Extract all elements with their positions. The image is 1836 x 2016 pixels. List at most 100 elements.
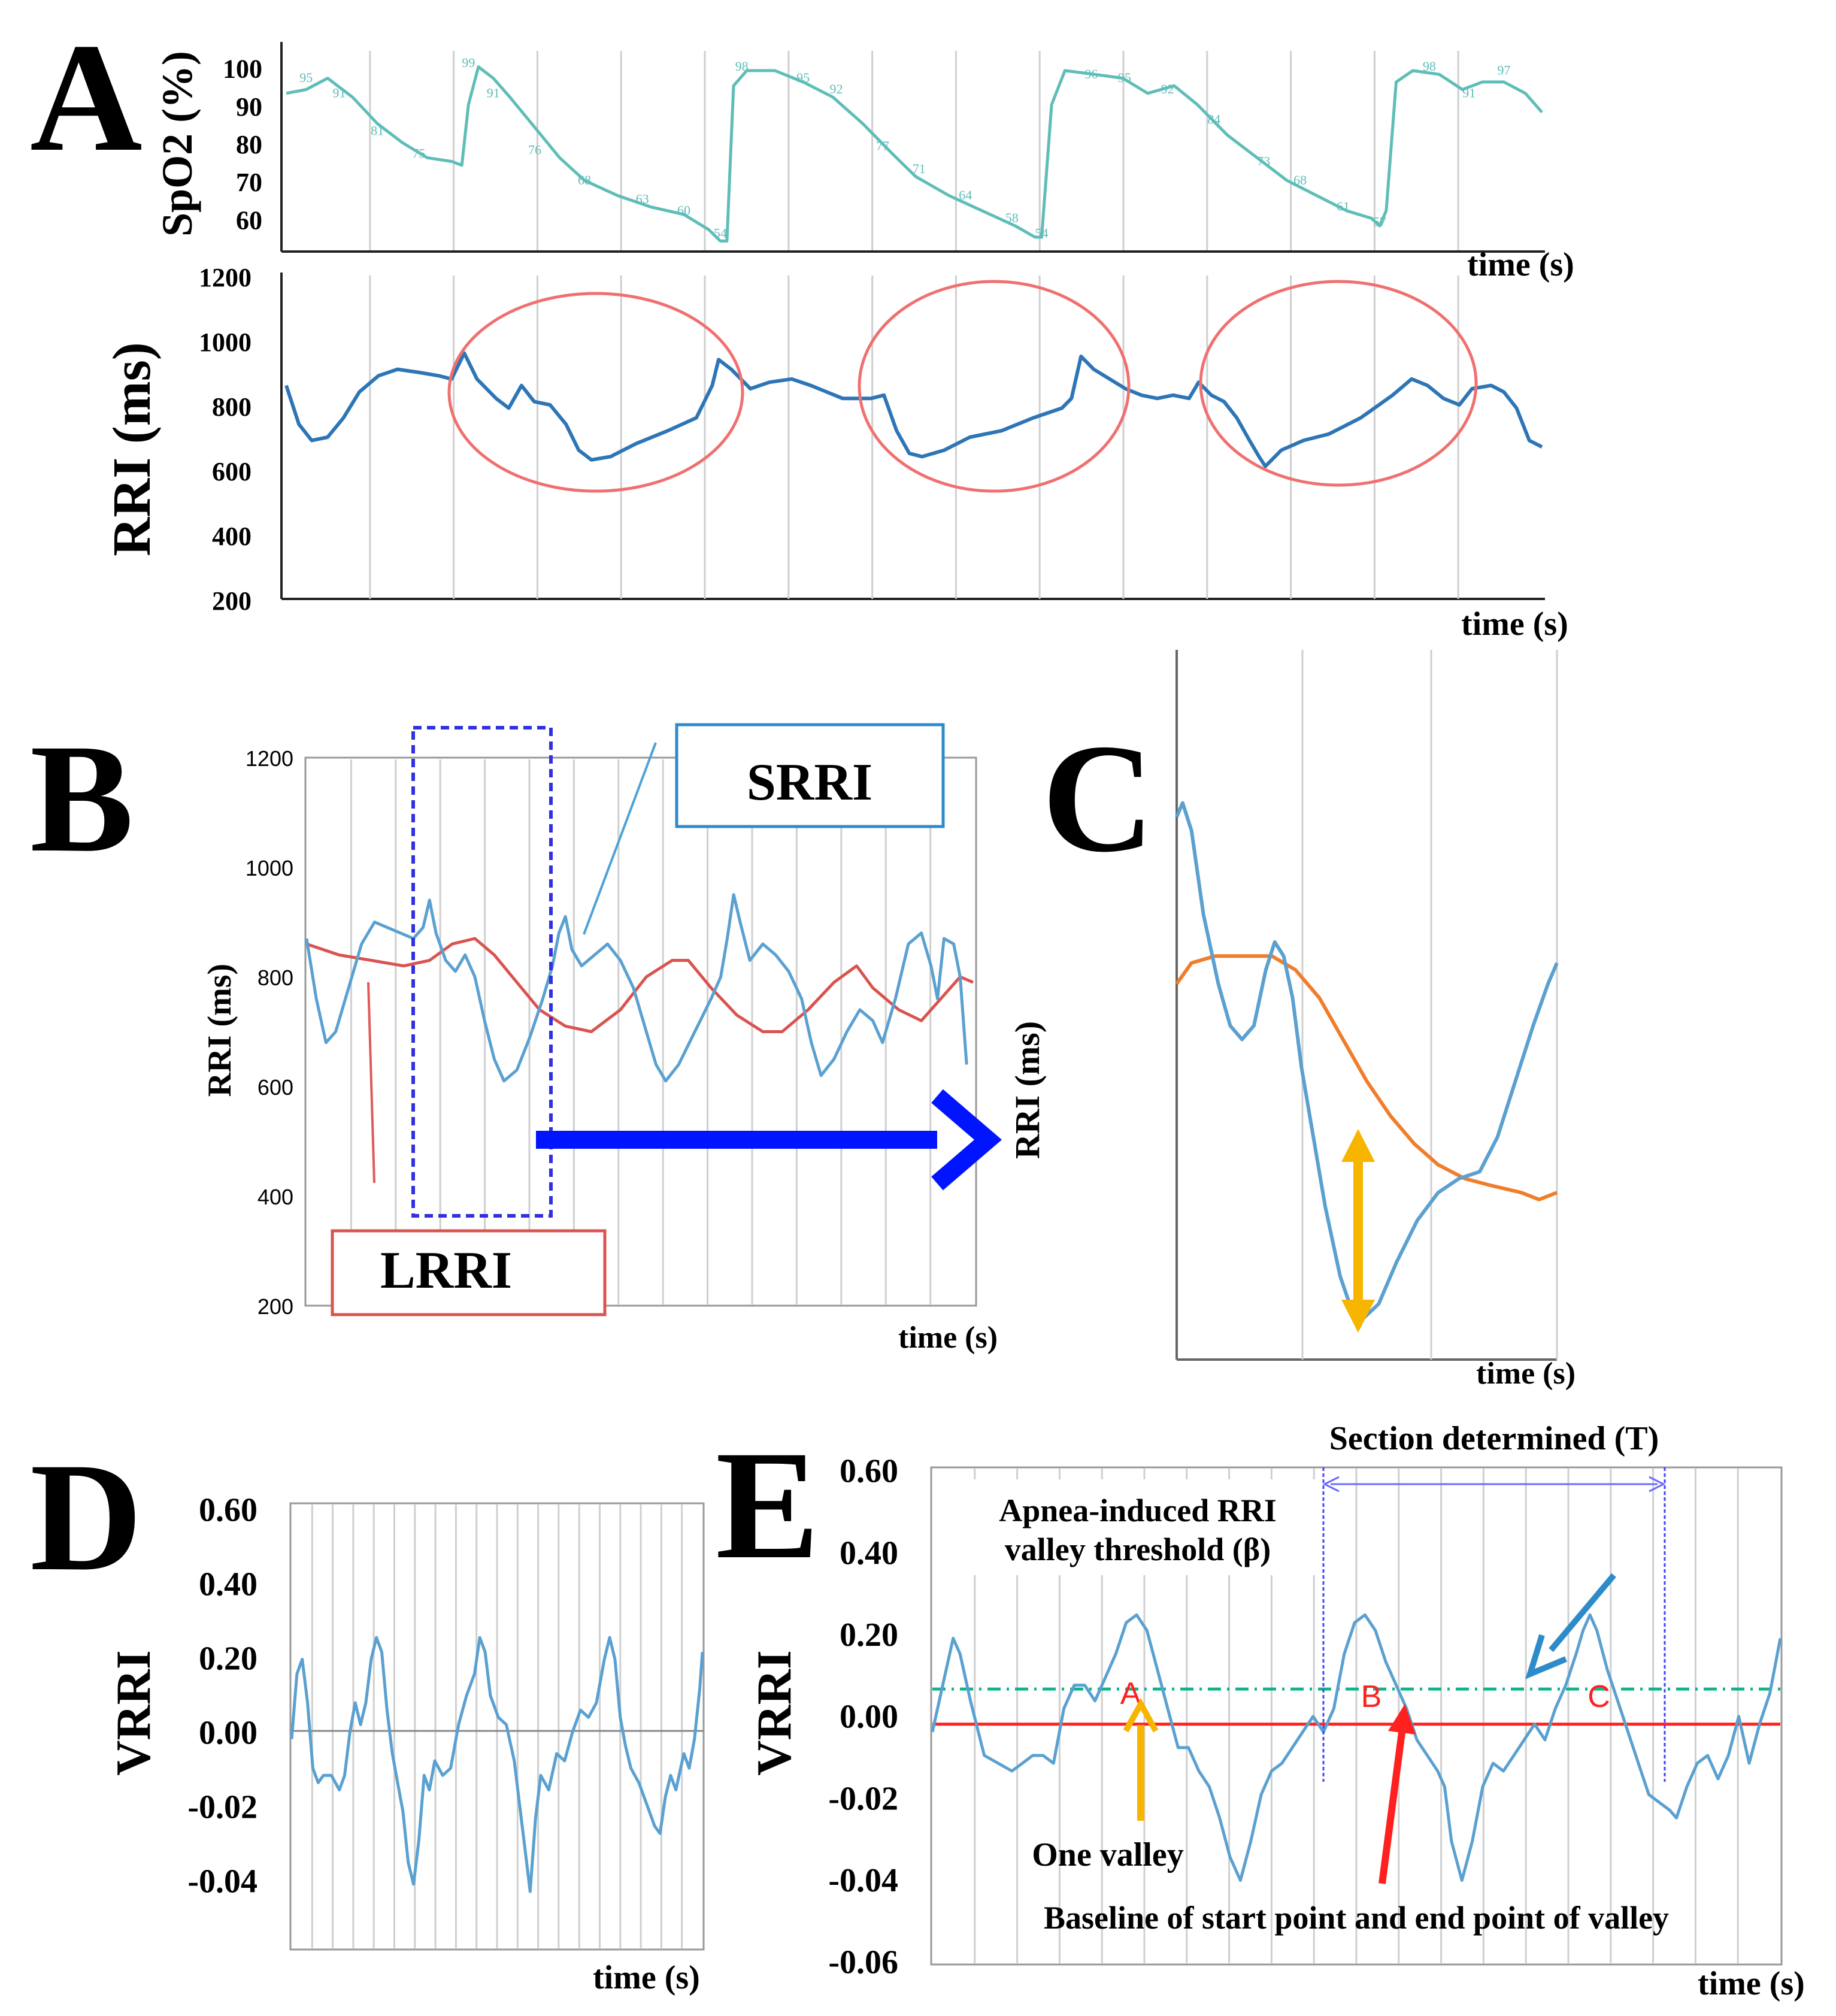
spo2-point-label: 81 bbox=[371, 123, 384, 138]
section-label: Section determined (T) bbox=[1329, 1420, 1659, 1457]
threshold-label-line1: Apnea-induced RRI bbox=[999, 1493, 1277, 1528]
threshold-label-line2: valley threshold (β) bbox=[1005, 1531, 1271, 1567]
spo2-tick-0: 100 bbox=[223, 55, 262, 84]
panel-label-b: B bbox=[30, 712, 134, 885]
srri-label: SRRI bbox=[747, 753, 872, 812]
panel-label-d: D bbox=[30, 1431, 143, 1603]
spo2-point-label: 63 bbox=[636, 191, 649, 206]
apnea-ellipse-3 bbox=[1201, 281, 1476, 485]
panel-b-x-label: time (s) bbox=[898, 1321, 998, 1355]
baseline-label: Baseline of start point and end point of… bbox=[1044, 1900, 1669, 1936]
panel-e-tick-5: -0.04 bbox=[828, 1862, 898, 1899]
panel-d: VRRI 0.60 0.40 0.20 0.00 -0.02 -0.04 time (s) bbox=[106, 1492, 704, 1996]
spo2-point-label: 60 bbox=[677, 202, 690, 217]
lrri-pointer bbox=[368, 982, 374, 1183]
rri-tick-1: 1000 bbox=[199, 328, 252, 357]
lrri-line bbox=[307, 939, 973, 1032]
spo2-point-label: 84 bbox=[1207, 112, 1220, 127]
spo2-point-label: 68 bbox=[1293, 172, 1307, 187]
rri-x-label: time (s) bbox=[1461, 606, 1568, 643]
panel-d-tick-0: 0.60 bbox=[199, 1492, 257, 1529]
panel-d-tick-5: -0.04 bbox=[187, 1863, 257, 1900]
spo2-tick-2: 80 bbox=[236, 130, 262, 159]
rri-tick-3: 600 bbox=[212, 457, 252, 486]
spo2-point-label: 91 bbox=[333, 85, 346, 100]
panel-d-y-label: VRRI bbox=[106, 1650, 160, 1776]
spo2-point-label: 54 bbox=[1035, 225, 1049, 240]
rri-tick-4: 400 bbox=[212, 522, 252, 551]
spo2-point-label: 76 bbox=[528, 142, 541, 157]
point-b-label: B bbox=[1361, 1679, 1382, 1714]
point-c-label: C bbox=[1587, 1679, 1610, 1714]
panel-d-tick-1: 0.40 bbox=[199, 1566, 257, 1603]
difference-arrow-head-top bbox=[1341, 1129, 1375, 1162]
figure: A SpO2 (%) 10090807060 time (s) 95918175… bbox=[0, 0, 1836, 2016]
panel-b-tick-1: 1000 bbox=[246, 856, 293, 880]
spo2-point-label: 97 bbox=[1497, 63, 1510, 78]
spo2-point-label: 92 bbox=[829, 81, 843, 96]
panel-e-tick-3: 0.00 bbox=[840, 1699, 898, 1736]
panel-d-tick-3: 0.00 bbox=[199, 1715, 257, 1752]
panel-a-spo2: SpO2 (%) 100 90 80 70 60 time (s) 95 91 81 75 99… bbox=[153, 42, 1574, 283]
panel-b-tick-2: 800 bbox=[257, 965, 293, 990]
zoom-arrow-head bbox=[937, 1096, 988, 1183]
panel-b-y-label: RRI (ms) bbox=[201, 964, 238, 1097]
panel-e-tick-0: 0.60 bbox=[840, 1453, 898, 1490]
spo2-point-label: 95 bbox=[1118, 70, 1131, 85]
srri-pointer bbox=[584, 743, 656, 934]
panel-a-rri: RRI (ms) 1200 1000 800 600 400 200 time (s) bbox=[102, 263, 1568, 643]
panel-b: RRI (ms) 1200 1000 800 600 400 200 time (s) S… bbox=[201, 725, 998, 1355]
rri-tick-0: 1200 bbox=[199, 263, 252, 292]
spo2-point-label: 68 bbox=[578, 172, 591, 187]
one-valley-label: One valley bbox=[1032, 1836, 1184, 1873]
c-srri-line bbox=[1177, 803, 1557, 1318]
panel-c-y-label: RRI (ms) bbox=[1008, 1021, 1047, 1159]
panel-label-c: C bbox=[1042, 712, 1155, 885]
spo2-point-label: 92 bbox=[1161, 81, 1174, 96]
panel-b-tick-5: 200 bbox=[257, 1294, 293, 1319]
panel-d-tick-2: 0.20 bbox=[199, 1640, 257, 1678]
panel-e-tick-2: 0.20 bbox=[840, 1617, 898, 1654]
spo2-point-label: 58 bbox=[1005, 210, 1019, 225]
spo2-x-label: time (s) bbox=[1467, 246, 1574, 283]
apnea-ellipse-1 bbox=[449, 293, 743, 491]
spo2-point-label: 54 bbox=[714, 225, 727, 240]
panel-e-x-label: time (s) bbox=[1698, 1965, 1805, 2002]
spo2-point-label: 98 bbox=[735, 59, 749, 74]
spo2-line bbox=[286, 67, 1542, 241]
spo2-point-label: 95 bbox=[299, 70, 313, 85]
threshold-arrow-shaft bbox=[1551, 1575, 1614, 1650]
spo2-point-label: 61 bbox=[1337, 199, 1350, 214]
panel-e-tick-1: 0.40 bbox=[840, 1534, 898, 1572]
spo2-point-label: 99 bbox=[462, 55, 475, 70]
spo2-point-label: 73 bbox=[1257, 153, 1270, 168]
spo2-y-label: SpO2 (%) bbox=[153, 51, 201, 237]
rri-tick-5: 200 bbox=[212, 586, 252, 616]
spo2-point-label: 91 bbox=[487, 85, 500, 100]
panel-e-tick-4: -0.02 bbox=[828, 1780, 898, 1817]
spo2-point-label: 57 bbox=[1373, 214, 1386, 229]
panel-b-tick-4: 400 bbox=[257, 1185, 293, 1209]
panel-b-tick-3: 600 bbox=[257, 1075, 293, 1100]
panel-d-x-label: time (s) bbox=[593, 1959, 700, 1996]
difference-arrow-head-bottom bbox=[1341, 1300, 1375, 1333]
apnea-ellipse-2 bbox=[859, 281, 1129, 491]
rri-y-label: RRI (ms) bbox=[102, 342, 162, 556]
panel-d-tick-4: -0.02 bbox=[187, 1789, 257, 1826]
spo2-point-label: 91 bbox=[1462, 85, 1476, 100]
spo2-point-label: 75 bbox=[412, 146, 425, 161]
panel-label-e: E bbox=[716, 1419, 819, 1591]
panel-e-tick-6: -0.06 bbox=[828, 1944, 898, 1981]
panel-b-plot-frame bbox=[305, 758, 976, 1306]
spo2-point-label: 96 bbox=[1085, 66, 1098, 81]
spo2-point-label: 71 bbox=[913, 161, 926, 176]
panel-b-tick-0: 1200 bbox=[246, 746, 293, 771]
spo2-point-label: 64 bbox=[959, 187, 972, 202]
spo2-tick-1: 90 bbox=[236, 92, 262, 122]
panel-label-a: A bbox=[30, 11, 143, 184]
panel-e-y-label: VRRI bbox=[747, 1650, 801, 1776]
rri-tick-2: 800 bbox=[212, 392, 252, 422]
lrri-label: LRRI bbox=[380, 1242, 512, 1300]
spo2-tick-4: 60 bbox=[236, 205, 262, 235]
panel-c-x-label: time (s) bbox=[1476, 1357, 1576, 1391]
